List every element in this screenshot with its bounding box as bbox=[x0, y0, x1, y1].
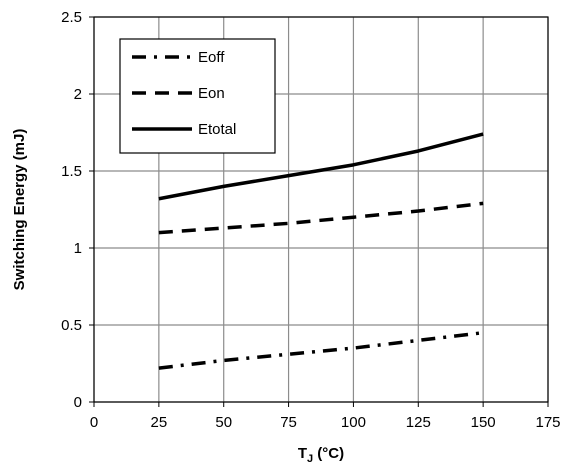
y-tick-label: 2.5 bbox=[61, 9, 82, 26]
x-tick-label: 0 bbox=[90, 414, 98, 431]
y-axis-ticks: 0 0.5 1 1.5 2 2.5 bbox=[61, 9, 94, 411]
x-tick-label: 100 bbox=[341, 414, 366, 431]
x-tick-label: 75 bbox=[280, 414, 297, 431]
legend-label-etotal: Etotal bbox=[198, 121, 236, 138]
x-tick-label: 50 bbox=[215, 414, 232, 431]
series-line-etotal bbox=[158, 132, 484, 201]
series-line-eon bbox=[158, 201, 484, 235]
series-line-eoff bbox=[158, 330, 484, 370]
legend: Eoff Eon Etotal bbox=[119, 38, 276, 154]
legend-label-eon: Eon bbox=[198, 85, 225, 102]
legend-label-eoff: Eoff bbox=[198, 49, 225, 66]
y-tick-label: 0 bbox=[74, 394, 82, 411]
y-axis-label: Switching Energy (mJ) bbox=[11, 129, 28, 291]
x-axis-label-main: T bbox=[298, 445, 307, 462]
x-tick-label: 150 bbox=[471, 414, 496, 431]
x-tick-label: 25 bbox=[151, 414, 168, 431]
y-tick-label: 1.5 bbox=[61, 163, 82, 180]
x-axis-ticks: 0 25 50 75 100 125 150 175 bbox=[90, 402, 561, 431]
y-tick-label: 2 bbox=[74, 86, 82, 103]
x-tick-label: 175 bbox=[535, 414, 560, 431]
plot-area bbox=[93, 16, 549, 403]
x-tick-label: 125 bbox=[406, 414, 431, 431]
y-tick-label: 1 bbox=[74, 240, 82, 257]
x-axis-label-unit: (°C) bbox=[313, 445, 344, 462]
x-axis-label: TJ (°C) bbox=[298, 445, 344, 465]
series-lines bbox=[158, 132, 484, 370]
y-tick-label: 0.5 bbox=[61, 317, 82, 334]
x-axis-label-subscript: J bbox=[307, 453, 313, 465]
